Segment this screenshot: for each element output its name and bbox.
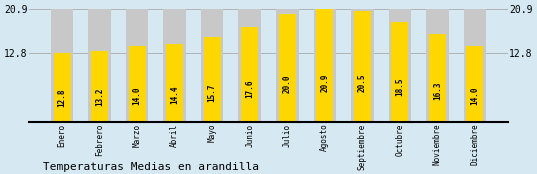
Text: 13.2: 13.2 [95,88,104,106]
Text: 14.4: 14.4 [170,86,179,104]
Bar [51,9,74,122]
Bar [316,9,333,122]
Text: 15.7: 15.7 [208,83,217,102]
Bar [166,44,183,122]
Bar [429,34,446,122]
Text: 18.5: 18.5 [395,78,404,96]
Text: 20.0: 20.0 [283,75,292,93]
Text: 20.9: 20.9 [320,73,329,92]
Bar [89,9,111,122]
Bar [389,9,411,122]
Bar [126,9,148,122]
Bar [279,14,296,122]
Bar [241,27,258,122]
Text: 16.3: 16.3 [433,82,442,100]
Bar [391,22,408,122]
Bar [467,46,483,122]
Bar [129,46,146,122]
Bar [426,9,448,122]
Text: 17.6: 17.6 [245,80,254,98]
Bar [204,37,221,122]
Bar [354,11,371,122]
Bar [276,9,299,122]
Bar [314,9,336,122]
Text: Temperaturas Medias en arandilla: Temperaturas Medias en arandilla [43,162,259,172]
Text: 14.0: 14.0 [470,86,480,105]
Bar [163,9,186,122]
Text: 20.5: 20.5 [358,74,367,93]
Text: 12.8: 12.8 [57,89,67,107]
Bar [351,9,374,122]
Bar [91,50,108,122]
Bar [201,9,223,122]
Bar [238,9,261,122]
Bar [54,53,70,122]
Text: 14.0: 14.0 [133,86,142,105]
Bar [463,9,486,122]
